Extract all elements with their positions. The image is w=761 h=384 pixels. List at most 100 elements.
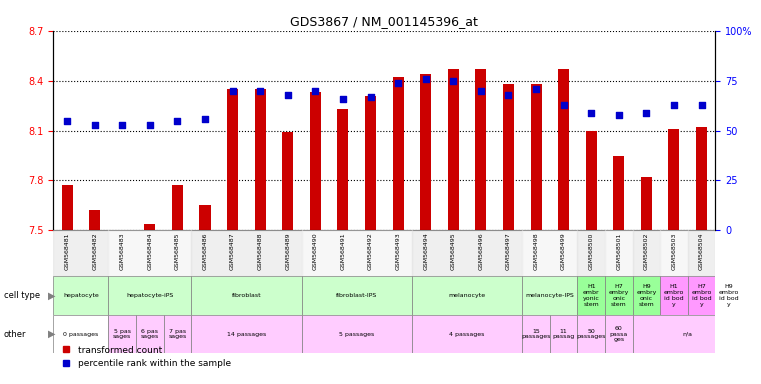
Text: GSM568485: GSM568485 <box>175 233 180 270</box>
Point <box>116 121 129 127</box>
Text: other: other <box>4 329 27 339</box>
Bar <box>668 129 680 230</box>
FancyBboxPatch shape <box>412 276 522 315</box>
Legend: transformed count, percentile rank within the sample: transformed count, percentile rank withi… <box>58 342 234 372</box>
Bar <box>605 230 632 276</box>
Text: 5 passages: 5 passages <box>339 331 374 337</box>
Bar <box>696 127 707 230</box>
Text: GSM568486: GSM568486 <box>202 233 208 270</box>
Text: GSM568484: GSM568484 <box>148 233 152 270</box>
Point <box>227 88 239 94</box>
Bar <box>393 77 403 230</box>
Text: 0 passages: 0 passages <box>63 331 98 337</box>
FancyBboxPatch shape <box>688 276 715 315</box>
Point <box>309 88 321 94</box>
Bar <box>145 224 155 230</box>
Text: GSM568487: GSM568487 <box>230 233 235 270</box>
Point <box>613 111 625 118</box>
Bar <box>108 230 191 276</box>
FancyBboxPatch shape <box>53 276 108 315</box>
Bar <box>412 230 522 276</box>
Text: GSM568498: GSM568498 <box>533 233 539 270</box>
Text: melanocyte-IPS: melanocyte-IPS <box>525 293 575 298</box>
FancyBboxPatch shape <box>660 276 688 315</box>
Bar <box>301 230 412 276</box>
Bar <box>558 69 569 230</box>
Bar <box>89 210 100 230</box>
Point <box>585 109 597 116</box>
Bar <box>522 230 578 276</box>
Text: H7
embry
onic
stem: H7 embry onic stem <box>609 285 629 307</box>
Text: GSM568499: GSM568499 <box>561 233 566 270</box>
Point <box>282 91 294 98</box>
Bar <box>688 230 715 276</box>
Point <box>668 101 680 108</box>
Bar <box>53 230 108 276</box>
FancyBboxPatch shape <box>632 276 660 315</box>
Bar <box>282 132 293 230</box>
Text: H1
embr
yonic
stem: H1 embr yonic stem <box>583 285 600 307</box>
Text: GSM568503: GSM568503 <box>671 233 677 270</box>
Text: GSM568501: GSM568501 <box>616 233 621 270</box>
FancyBboxPatch shape <box>632 315 743 353</box>
FancyBboxPatch shape <box>301 276 412 315</box>
Bar <box>641 177 652 230</box>
Point <box>640 109 652 116</box>
FancyBboxPatch shape <box>301 315 412 353</box>
Bar <box>503 84 514 230</box>
Text: GSM568496: GSM568496 <box>479 233 483 270</box>
Point <box>144 121 156 127</box>
Bar <box>530 84 542 230</box>
Point <box>199 116 211 122</box>
FancyBboxPatch shape <box>522 315 549 353</box>
Text: 60
passa
ges: 60 passa ges <box>610 326 628 343</box>
Bar <box>586 131 597 230</box>
Text: GSM568488: GSM568488 <box>258 233 263 270</box>
FancyBboxPatch shape <box>715 276 743 315</box>
Bar <box>191 230 301 276</box>
Text: GSM568491: GSM568491 <box>340 233 345 270</box>
Text: 11
passag: 11 passag <box>552 329 575 339</box>
FancyBboxPatch shape <box>605 315 632 353</box>
FancyBboxPatch shape <box>108 315 136 353</box>
Bar <box>62 185 72 230</box>
Text: 15
passages: 15 passages <box>521 329 551 339</box>
Point <box>337 96 349 102</box>
Point <box>530 86 542 92</box>
Point <box>696 101 708 108</box>
Text: GSM568492: GSM568492 <box>368 233 373 270</box>
Point <box>61 118 73 124</box>
Point <box>419 76 431 82</box>
Text: GSM568482: GSM568482 <box>92 233 97 270</box>
Bar <box>172 185 183 230</box>
Title: GDS3867 / NM_001145396_at: GDS3867 / NM_001145396_at <box>291 15 478 28</box>
FancyBboxPatch shape <box>605 276 632 315</box>
Text: hepatocyte: hepatocyte <box>63 293 99 298</box>
Text: 7 pas
sages: 7 pas sages <box>168 329 186 339</box>
Bar <box>632 230 660 276</box>
FancyBboxPatch shape <box>578 276 605 315</box>
Bar <box>365 96 376 230</box>
Text: fibroblast: fibroblast <box>231 293 261 298</box>
Text: 6 pas
sages: 6 pas sages <box>141 329 159 339</box>
FancyBboxPatch shape <box>522 276 578 315</box>
FancyBboxPatch shape <box>136 315 164 353</box>
Text: 5 pas
sages: 5 pas sages <box>113 329 132 339</box>
Text: 50
passages: 50 passages <box>577 329 606 339</box>
FancyBboxPatch shape <box>164 315 191 353</box>
Bar <box>447 69 459 230</box>
Point <box>171 118 183 124</box>
Bar <box>255 89 266 230</box>
Text: H7
embro
id bod
y: H7 embro id bod y <box>691 285 712 307</box>
Text: GSM568494: GSM568494 <box>423 233 428 270</box>
Text: melanocyte: melanocyte <box>448 293 486 298</box>
Text: GSM568502: GSM568502 <box>644 233 649 270</box>
Text: GSM568481: GSM568481 <box>65 233 69 270</box>
FancyBboxPatch shape <box>191 276 301 315</box>
FancyBboxPatch shape <box>578 315 605 353</box>
Point <box>558 101 570 108</box>
Bar <box>613 156 624 230</box>
Point <box>475 88 487 94</box>
Point <box>502 91 514 98</box>
Text: GSM568504: GSM568504 <box>699 233 704 270</box>
